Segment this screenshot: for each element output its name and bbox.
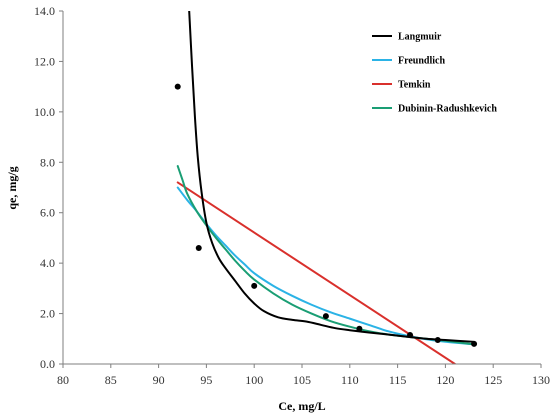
- data-point: [471, 340, 478, 347]
- x-tick-label: 125: [484, 373, 502, 387]
- y-tick-label: 0.0: [40, 357, 55, 371]
- series-line-langmuir: [188, 11, 476, 343]
- data-point: [251, 282, 258, 289]
- y-tick-label: 6.0: [40, 206, 55, 220]
- data-point: [407, 332, 414, 339]
- y-axis-ticks: 0.0 2.0 4.0 6.0 8.0 10.0 12.0 14.0: [34, 4, 63, 371]
- y-tick-label: 4.0: [40, 256, 55, 270]
- data-point: [174, 83, 181, 90]
- y-tick-label: 8.0: [40, 155, 55, 169]
- data-point: [434, 337, 441, 344]
- y-tick-label: 12.0: [34, 54, 55, 68]
- legend: Langmuir Freundlich Temkin Dubinin-Radushke…: [372, 32, 497, 115]
- x-tick-label: 90: [153, 373, 165, 387]
- data-point: [356, 325, 363, 332]
- x-axis-ticks: 80 85 90 95 100 105 110 115 120 125 130: [57, 364, 550, 387]
- y-tick-label: 14.0: [34, 4, 55, 18]
- data-point: [195, 245, 202, 252]
- x-tick-label: 105: [293, 373, 311, 387]
- x-tick-label: 120: [436, 373, 454, 387]
- legend-label: Dubinin-Radushkevich: [398, 104, 497, 115]
- data-points: [174, 83, 478, 347]
- legend-label: Langmuir: [398, 32, 442, 43]
- x-tick-label: 85: [105, 373, 117, 387]
- x-tick-label: 110: [341, 373, 359, 387]
- y-tick-label: 10.0: [34, 105, 55, 119]
- x-tick-label: 95: [200, 373, 212, 387]
- x-axis-title: Ce, mg/L: [278, 399, 325, 413]
- x-tick-label: 80: [57, 373, 69, 387]
- legend-label: Temkin: [398, 80, 431, 91]
- data-point: [322, 313, 329, 320]
- x-tick-label: 130: [532, 373, 550, 387]
- legend-label: Freundlich: [398, 56, 445, 67]
- x-tick-label: 100: [245, 373, 263, 387]
- x-tick-label: 115: [389, 373, 407, 387]
- y-tick-label: 2.0: [40, 307, 55, 321]
- y-axis-title: qe, mg/g: [5, 166, 19, 209]
